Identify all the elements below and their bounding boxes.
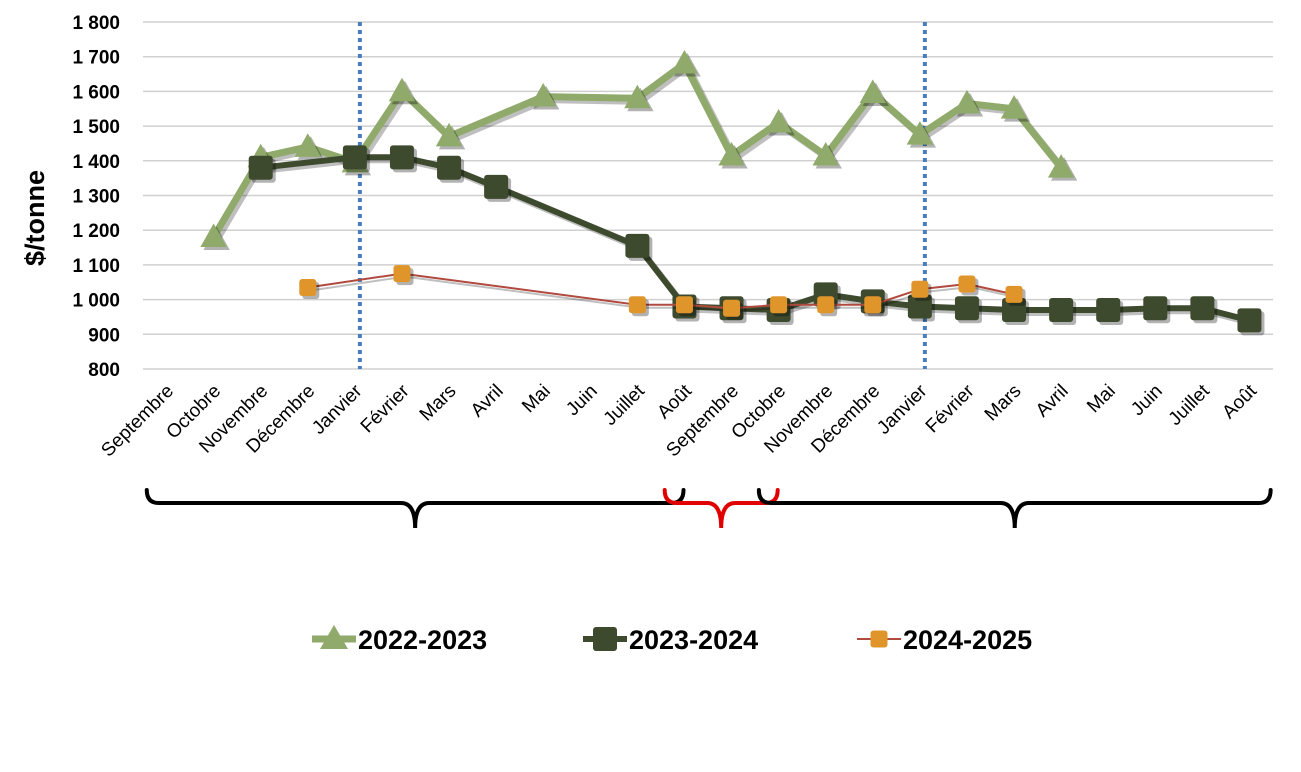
series [200,50,1265,336]
data-point [624,84,651,109]
data-point [628,296,646,314]
x-tick-label: Août [1219,380,1262,423]
data-point [953,89,981,114]
data-point [675,296,693,314]
data-point [671,50,698,74]
x-tick-label: Mars [416,381,461,426]
data-point [723,299,741,317]
series-2024-2025 [299,265,1026,320]
legend-label: 2023-2024 [629,625,758,655]
legend-item-2023-2024: 2023-2024 [583,625,758,655]
period-brackets [144,488,1273,529]
legend-item-2022-2023: 2022-2023 [312,625,487,655]
x-tick-label: Juin [1127,381,1166,420]
y-axis-label: $/tonne [20,170,50,266]
data-point [1237,308,1262,333]
data-point [1190,296,1215,321]
legend: 2022-2023 2023-2024 2024-2025 [312,625,1032,655]
data-point [958,275,976,293]
data-point [1005,285,1023,303]
period-bracket [144,488,686,529]
y-tick-label: 800 [88,360,120,381]
data-point [954,296,979,321]
data-point [435,122,463,147]
legend-swatch-marker [593,627,617,651]
data-point [530,82,557,107]
y-tick-label: 1 800 [72,13,120,34]
x-tick-label: Avril [1032,381,1073,422]
y-tick-label: 1 400 [72,152,120,173]
legend-label: 2024-2025 [903,625,1032,655]
x-tick-label: Janvier [308,380,367,439]
y-tick-label: 1 600 [72,82,120,103]
x-tick-label: Septembre [98,381,179,462]
legend-label: 2022-2023 [358,625,487,655]
data-point [906,121,934,145]
data-point [770,296,788,314]
data-point [1096,298,1121,323]
data-point [342,145,367,170]
x-tick-label: Janvier [873,380,932,439]
data-point [388,77,416,102]
data-point [817,296,835,314]
data-point [1047,154,1075,178]
x-tick-label: Mars [981,381,1026,426]
x-tick-label: Avril [467,381,508,422]
y-tick-label: 1 000 [72,291,120,312]
data-point [911,280,929,298]
data-point [765,108,792,133]
x-tick-label: Août [654,380,697,423]
x-axis-ticks: SeptembreOctobreNovembreDécembreJanvierF… [98,380,1262,461]
x-tick-label: Février [922,380,979,437]
data-point [1049,298,1074,323]
data-point [389,145,414,170]
x-tick-label: Juillet [600,380,650,430]
y-tick-label: 1 200 [72,221,120,242]
data-point [718,141,745,166]
x-tick-label: Mai [1083,381,1120,418]
data-point [1002,298,1027,323]
data-point [1143,296,1168,321]
y-tick-label: 1 300 [72,187,120,208]
data-point [248,155,273,180]
legend-swatch-marker [870,630,888,648]
data-point [812,141,839,166]
legend-swatch-marker [320,625,348,649]
series-line [260,154,1251,324]
data-point [484,174,509,199]
data-point [907,294,932,319]
period-bracket [756,488,1273,529]
x-tick-label: Mai [518,381,555,418]
data-point [864,296,882,314]
y-axis-ticks: 800 900 1 000 1 100 1 200 1 300 1 400 1 500 1 60… [72,13,120,381]
x-tick-label: Février [357,380,414,437]
data-point [393,265,411,283]
data-point [294,133,321,157]
data-point [299,278,317,296]
series-2022-2023 [200,50,1078,251]
x-tick-label: Juillet [1165,380,1215,430]
y-tick-label: 900 [88,325,120,346]
data-point [859,79,886,104]
legend-item-2024-2025: 2024-2025 [857,625,1032,655]
data-point [437,155,462,180]
data-point [1000,95,1028,119]
data-point [625,233,650,258]
data-point [200,223,227,248]
x-tick-label: Juin [562,381,601,420]
y-tick-label: 1 700 [72,48,120,69]
y-tick-label: 1 500 [72,117,120,138]
y-tick-label: 1 100 [72,256,120,277]
